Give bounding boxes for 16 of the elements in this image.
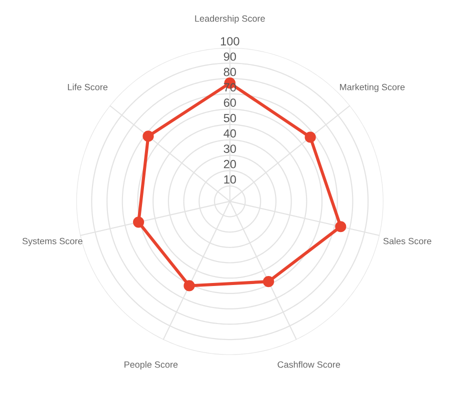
spoke-label: People Score	[124, 361, 178, 370]
y-tick-label: 20	[224, 160, 236, 168]
y-tick-label: 80	[224, 68, 236, 76]
y-tick-label: 40	[224, 129, 236, 138]
y-tick-label: 60	[224, 98, 236, 107]
spoke-label: Sales Score	[383, 238, 432, 244]
spoke-label: Life Score	[68, 84, 108, 90]
y-tick-label: 30	[224, 144, 236, 153]
spoke-label: Systems Score	[22, 238, 82, 246]
spoke-label: Marketing Score	[340, 84, 405, 92]
y-tick-label: 10	[224, 175, 236, 184]
spoke-label: Cashflow Score	[278, 361, 340, 368]
spoke-label: Leadership Score	[195, 15, 265, 24]
y-tick-label: 90	[224, 52, 236, 61]
y-tick-label: 50	[224, 114, 236, 122]
y-tick-label: 100	[220, 37, 240, 46]
